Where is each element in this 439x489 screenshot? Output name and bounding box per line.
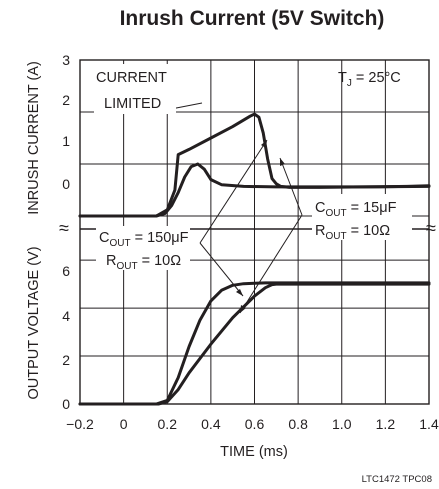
arrowhead-2 (236, 289, 243, 296)
x-tick-label: 1.0 (332, 416, 352, 432)
arrow-150uf-current (199, 139, 268, 244)
y-axis-label-voltage: OUTPUT VOLTAGE (V) (26, 246, 42, 399)
label-bg-current-limited (94, 64, 176, 114)
y-tick-label-voltage-2: 2 (62, 352, 70, 368)
current-curve-2 (78, 112, 431, 218)
label-bg-15uf (312, 194, 412, 240)
annotation-tj: TJ = 25°C (338, 70, 401, 89)
y-tick-label-current-0: 0 (62, 176, 70, 192)
break-mark-right: ≈ (426, 218, 436, 238)
x-tick-labels: −0.2 0 0.2 0.4 0.6 0.8 1.0 1.2 1.4 (66, 416, 439, 432)
x-tick-label: 1.2 (376, 416, 396, 432)
arrow-150uf-voltage (199, 242, 244, 297)
break-mark-left: ≈ (59, 218, 69, 238)
annotation-current-limited-1: CURRENT (96, 70, 167, 86)
y-tick-label-voltage-0: 0 (62, 396, 70, 412)
annotation-current-limited-2: LIMITED (104, 96, 161, 112)
y-axis-label-current: INRUSH CURRENT (A) (26, 61, 42, 215)
arrowhead-4 (240, 305, 246, 313)
x-tick-label: 1.4 (419, 416, 439, 432)
x-tick-label: 0.4 (201, 416, 221, 432)
y-tick-label-current-2: 2 (62, 92, 70, 108)
chart-title: Inrush Current (5V Switch) (120, 7, 385, 30)
arrow-15uf-voltage (239, 214, 303, 314)
x-tick-label: −0.2 (66, 416, 94, 432)
annotation-rout-15: ROUT = 10Ω (315, 223, 390, 242)
x-tick-label: 0.6 (245, 416, 265, 432)
annotation-arrows (165, 102, 303, 314)
arrowhead-3 (280, 158, 285, 166)
label-bg-150uf (96, 226, 190, 270)
annotation-cout-15: COUT = 15μF (315, 200, 397, 219)
annotation-rout-150: ROUT = 10Ω (106, 253, 181, 272)
y-tick-label-voltage-6: 6 (62, 263, 70, 279)
annotation-cout-150: COUT = 150μF (99, 230, 189, 249)
y-tick-label-current-3: 3 (62, 52, 70, 68)
y-tick-label-current-1: 1 (62, 133, 70, 149)
x-tick-label: 0.2 (158, 416, 178, 432)
footer-code: LTC1472 TPC08 (362, 474, 432, 485)
y-tick-label-voltage-4: 4 (62, 308, 70, 324)
arrowhead-1 (261, 140, 267, 148)
x-tick-label: 0 (120, 416, 128, 432)
arrow-15uf-current (279, 157, 303, 216)
x-axis-label: TIME (ms) (220, 444, 288, 460)
plot-frame (79, 59, 430, 405)
x-tick-label: 0.8 (288, 416, 308, 432)
